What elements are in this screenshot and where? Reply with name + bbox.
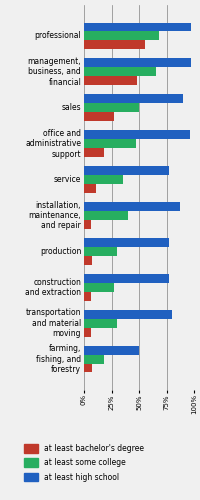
Bar (84, 166, 169, 175)
Bar (84, 112, 114, 121)
Bar (84, 130, 190, 139)
Bar (84, 175, 122, 184)
Bar (84, 318, 117, 328)
Bar (84, 202, 180, 211)
Bar (84, 274, 169, 283)
Bar (84, 328, 91, 336)
Bar (84, 256, 92, 265)
Bar (84, 211, 128, 220)
Bar (84, 58, 191, 68)
Bar (84, 76, 137, 86)
Bar (84, 32, 159, 40)
Bar (84, 220, 91, 229)
Bar (84, 283, 114, 292)
Bar (84, 346, 139, 354)
Bar (84, 94, 183, 104)
Bar (84, 238, 169, 247)
Bar (84, 148, 104, 157)
Bar (84, 139, 136, 148)
Bar (84, 184, 96, 193)
Bar (84, 310, 172, 318)
Bar (84, 104, 139, 112)
Bar (84, 364, 92, 372)
Legend: at least bachelor's degree, at least some college, at least high school: at least bachelor's degree, at least som… (24, 444, 144, 482)
Bar (84, 354, 104, 364)
Bar (84, 22, 191, 32)
Bar (84, 292, 91, 300)
Bar (84, 247, 117, 256)
Bar (84, 68, 156, 76)
Bar (84, 40, 144, 50)
